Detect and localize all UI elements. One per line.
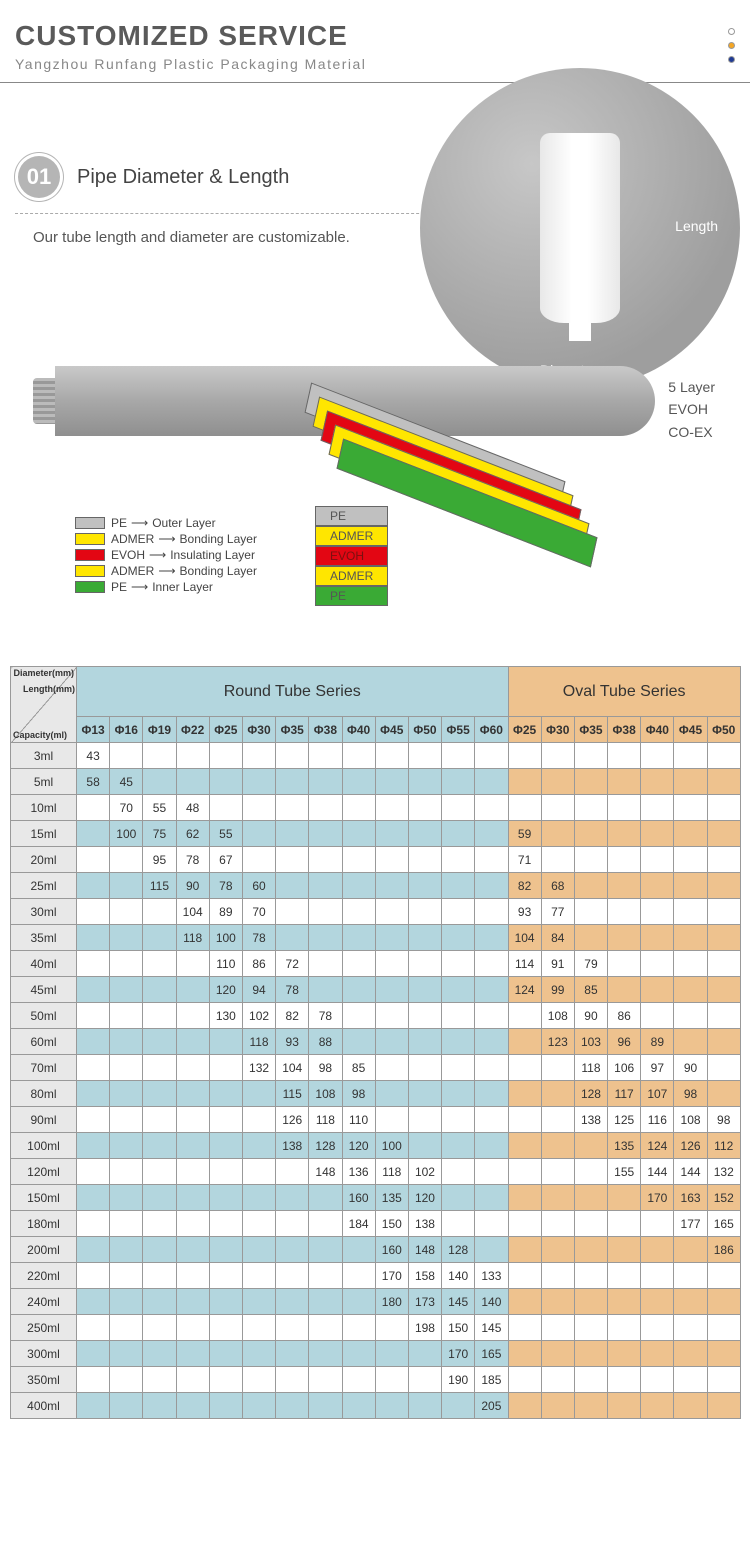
length-label: Length [675,218,718,234]
page-subtitle: Yangzhou Runfang Plastic Packaging Mater… [15,56,735,72]
tube-illustration: Length Diameter [420,68,740,388]
size-table-wrap: Diameter(mm)Length(mm)Capacity(ml)Round … [0,666,750,1449]
size-table: Diameter(mm)Length(mm)Capacity(ml)Round … [10,666,741,1419]
page-title: CUSTOMIZED SERVICE [15,20,735,52]
table-head: Diameter(mm)Length(mm)Capacity(ml)Round … [11,667,741,743]
section-01: 01 Pipe Diameter & Length Our tube lengt… [0,83,750,246]
page-header: CUSTOMIZED SERVICE Yangzhou Runfang Plas… [0,0,750,83]
layer-side-text: 5 LayerEVOHCO-EX [668,376,715,443]
section-number-badge: 01 [15,153,63,201]
table-body: 3ml435ml584510ml70554815ml1007562555920m… [11,743,741,1419]
layer-legend: PE⟶Outer LayerADMER⟶Bonding LayerEVOH⟶In… [75,516,257,596]
layer-diagram: 5 LayerEVOHCO-EX PE⟶Outer LayerADMER⟶Bon… [15,366,735,646]
layer-stack-labels: PEADMEREVOHADMERPE [315,506,388,606]
corner-header: Diameter(mm)Length(mm)Capacity(ml) [11,667,77,743]
decorative-dots [728,28,735,70]
section-title: Pipe Diameter & Length [77,166,289,189]
